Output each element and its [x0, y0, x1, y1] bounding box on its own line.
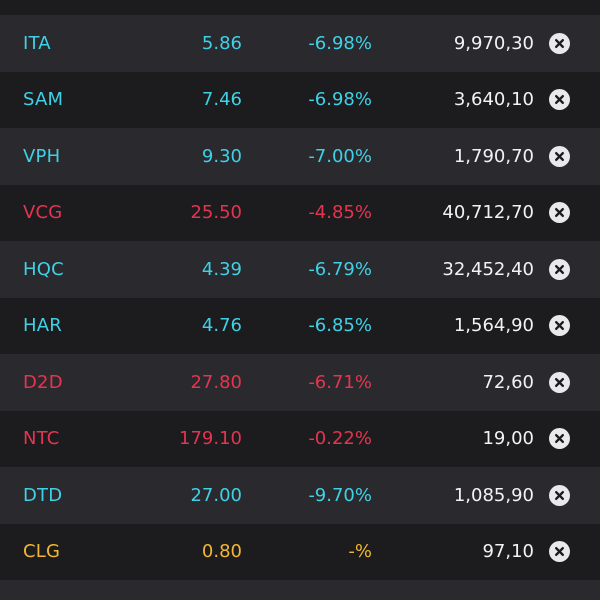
stock-volume: 1,790,70 — [453, 145, 534, 167]
stock-symbol[interactable]: VCG — [23, 202, 63, 224]
stock-volume: 97,10 — [482, 541, 534, 563]
close-circle-icon[interactable] — [549, 315, 570, 337]
bottom-divider — [0, 580, 600, 600]
close-circle-icon[interactable] — [549, 145, 570, 167]
close-circle-icon[interactable] — [549, 258, 570, 280]
stock-volume: 72,60 — [482, 371, 534, 393]
close-circle-icon[interactable] — [549, 428, 570, 450]
stock-volume: 40,712,70 — [442, 202, 534, 224]
stock-row[interactable]: D2D 27.80 -6.71% 72,60 — [0, 354, 600, 411]
stock-change-percent: -6.79% — [308, 258, 372, 280]
stock-price: 27.00 — [190, 484, 242, 506]
stock-price: 0.80 — [201, 541, 242, 563]
top-divider — [0, 0, 600, 15]
stock-change-percent: -% — [348, 541, 372, 563]
stock-price: 4.39 — [201, 258, 242, 280]
stock-change-percent: -4.85% — [308, 202, 372, 224]
stock-row[interactable]: VCG 25.50 -4.85% 40,712,70 — [0, 184, 600, 241]
stock-change-percent: -6.85% — [308, 315, 372, 337]
stock-price: 7.46 — [201, 89, 242, 111]
stock-price: 179.10 — [179, 428, 242, 450]
stock-change-percent: -6.98% — [308, 32, 372, 54]
stock-volume: 19,00 — [482, 428, 534, 450]
stock-volume: 1,085,90 — [453, 484, 534, 506]
stock-rows: ITA 5.86 -6.98% 9,970,30 SAM 7.46 -6.98% 3,640,… — [0, 15, 600, 580]
close-circle-icon[interactable] — [549, 89, 570, 111]
stock-volume: 1,564,90 — [453, 315, 534, 337]
stock-change-percent: -6.98% — [308, 89, 372, 111]
stock-price: 25.50 — [190, 202, 242, 224]
stock-symbol[interactable]: VPH — [23, 145, 61, 167]
stock-row[interactable]: NTC 179.10 -0.22% 19,00 — [0, 410, 600, 467]
close-circle-icon[interactable] — [549, 541, 570, 563]
stock-change-percent: -6.71% — [308, 371, 372, 393]
stock-row[interactable]: HAR 4.76 -6.85% 1,564,90 — [0, 297, 600, 354]
stock-row[interactable]: CLG 0.80 -% 97,10 — [0, 523, 600, 580]
stock-change-percent: -7.00% — [308, 145, 372, 167]
stock-symbol[interactable]: CLG — [23, 541, 61, 563]
stock-symbol[interactable]: ITA — [23, 32, 51, 54]
stock-price: 27.80 — [190, 371, 242, 393]
stock-row[interactable]: HQC 4.39 -6.79% 32,452,40 — [0, 241, 600, 298]
close-circle-icon[interactable] — [549, 202, 570, 224]
close-circle-icon[interactable] — [549, 484, 570, 506]
stock-volume: 9,970,30 — [453, 32, 534, 54]
stock-row[interactable]: SAM 7.46 -6.98% 3,640,10 — [0, 71, 600, 128]
stock-symbol[interactable]: DTD — [23, 484, 63, 506]
stock-symbol[interactable]: D2D — [23, 371, 63, 393]
stock-row[interactable]: VPH 9.30 -7.00% 1,790,70 — [0, 128, 600, 185]
stock-price: 9.30 — [201, 145, 242, 167]
stock-symbol[interactable]: HAR — [23, 315, 62, 337]
stock-price: 4.76 — [201, 315, 242, 337]
close-circle-icon[interactable] — [549, 32, 570, 54]
stock-symbol[interactable]: SAM — [23, 89, 64, 111]
stock-volume: 32,452,40 — [442, 258, 534, 280]
stock-volume: 3,640,10 — [453, 89, 534, 111]
stock-row[interactable]: ITA 5.86 -6.98% 9,970,30 — [0, 15, 600, 72]
stock-symbol[interactable]: NTC — [23, 428, 60, 450]
stock-change-percent: -0.22% — [308, 428, 372, 450]
stock-change-percent: -9.70% — [308, 484, 372, 506]
close-circle-icon[interactable] — [549, 371, 570, 393]
stock-symbol[interactable]: HQC — [23, 258, 64, 280]
stock-row[interactable]: DTD 27.00 -9.70% 1,085,90 — [0, 467, 600, 524]
stock-price: 5.86 — [201, 32, 242, 54]
